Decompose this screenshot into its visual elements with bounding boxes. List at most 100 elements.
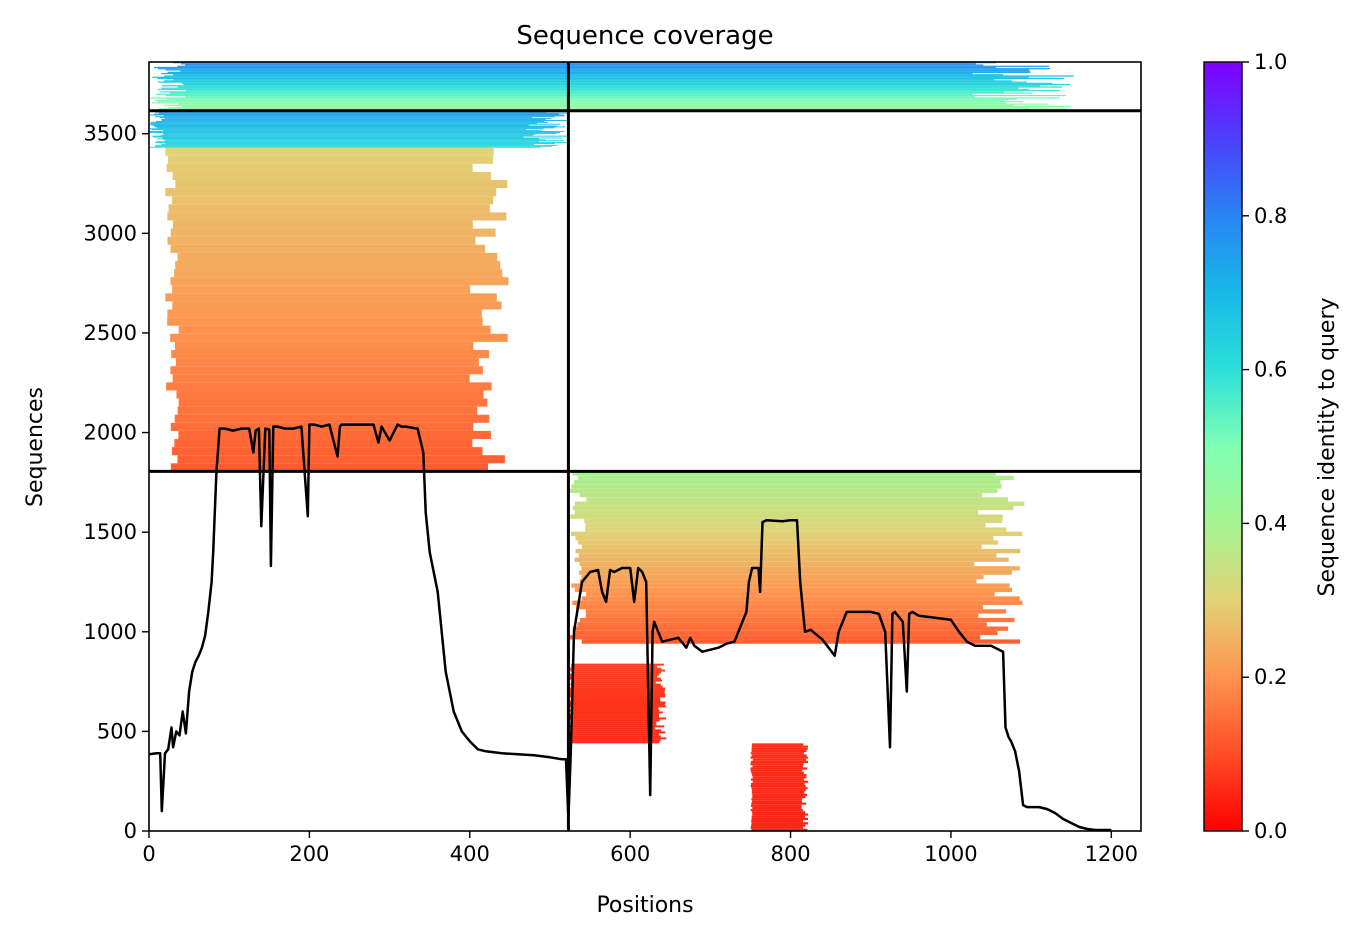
msa-row <box>175 260 501 270</box>
msa-row <box>578 553 997 558</box>
x-tick-label: 600 <box>610 842 650 866</box>
msa-row <box>751 782 805 785</box>
msa-row <box>750 767 808 770</box>
msa-row <box>572 711 663 714</box>
msa-row <box>570 669 665 672</box>
msa-row <box>151 124 529 126</box>
y-axis-ticks: 0 500 1000 1500 2000 2500 3000 3500 <box>84 122 149 843</box>
x-tick-label: 400 <box>450 842 490 866</box>
msa-row <box>751 778 804 781</box>
msa-row <box>571 583 1010 588</box>
y-tick-label: 2500 <box>84 321 137 345</box>
msa-row <box>170 244 486 253</box>
msa-row <box>579 570 1012 575</box>
msa-row <box>162 85 1040 87</box>
msa-row <box>165 143 555 144</box>
msa-row <box>150 121 549 123</box>
msa-row <box>174 414 490 423</box>
msa-row <box>571 729 662 732</box>
x-tick-label: 0 <box>142 842 155 866</box>
chain-boundaries <box>149 62 1141 831</box>
msa-row <box>172 220 473 229</box>
msa-row <box>575 604 983 610</box>
y-axis-label: Sequences <box>23 387 48 507</box>
msa-row <box>165 188 497 197</box>
msa-row <box>569 731 666 734</box>
msa-row <box>571 679 663 682</box>
msa-row <box>572 723 657 726</box>
msa-row <box>581 639 1021 644</box>
msa-row <box>751 798 803 801</box>
chart-title: Sequence coverage <box>516 21 773 51</box>
msa-row <box>150 114 565 116</box>
colorbar-label: Sequence identity to query <box>1315 297 1340 596</box>
msa-row <box>178 325 491 334</box>
msa-row <box>751 824 806 827</box>
msa-row <box>162 130 542 132</box>
msa-row <box>579 617 1015 623</box>
y-tick-label: 2000 <box>84 421 137 445</box>
msa-row <box>752 743 804 746</box>
msa-row <box>169 92 1033 94</box>
colorbar-tick-label: 0.8 <box>1254 204 1287 228</box>
msa-row <box>170 463 489 472</box>
msa-row <box>750 784 806 788</box>
msa-row <box>178 103 1048 105</box>
msa-row <box>185 64 984 66</box>
msa-row <box>570 683 661 686</box>
msa-row <box>752 795 806 799</box>
msa-row <box>154 126 566 128</box>
msa-row <box>570 673 660 676</box>
msa-row <box>569 488 998 493</box>
msa-row <box>170 228 496 237</box>
msa-row <box>574 510 979 515</box>
msa-row <box>585 527 1007 532</box>
x-axis-ticks: 0 200 400 600 800 1000 1200 <box>142 831 1138 866</box>
msa-row <box>570 737 667 740</box>
msa-row <box>568 709 660 712</box>
msa-row <box>571 665 658 668</box>
msa-row <box>161 87 1019 89</box>
msa-row <box>571 685 663 688</box>
msa-row <box>157 77 1065 80</box>
msa-row <box>579 561 975 567</box>
msa-row <box>157 68 1050 70</box>
msa-row <box>174 439 473 448</box>
msa-row <box>585 609 1007 614</box>
msa-row <box>752 793 808 796</box>
msa-row <box>155 116 555 118</box>
msa-row <box>177 406 478 415</box>
msa-row <box>569 691 665 694</box>
msa-row <box>178 398 488 407</box>
msa-row <box>149 131 565 133</box>
msa-row <box>586 497 1009 502</box>
msa-row <box>157 127 555 129</box>
msa-row <box>156 141 539 143</box>
msa-row <box>167 107 1030 109</box>
msa-row <box>572 505 1014 511</box>
msa-row <box>167 98 1017 100</box>
msa-row <box>578 540 999 545</box>
msa-row <box>173 79 995 81</box>
msa-row <box>161 143 534 145</box>
msa-row <box>572 600 1023 605</box>
msa-row <box>751 828 808 831</box>
msa-row <box>568 715 660 718</box>
msa-row <box>751 745 808 748</box>
msa-row <box>149 123 561 125</box>
msa-row <box>151 135 568 137</box>
msa-row <box>751 820 804 823</box>
msa-row <box>149 146 541 148</box>
msa-row <box>569 701 666 704</box>
msa-row <box>185 90 1061 92</box>
msa-row <box>165 94 1066 97</box>
msa-row <box>166 163 473 172</box>
msa-row <box>752 758 807 761</box>
msa-heatmap <box>149 62 1074 831</box>
msa-row <box>181 82 1053 84</box>
msa-row <box>172 171 491 181</box>
msa-row <box>159 112 567 114</box>
msa-row <box>164 118 552 120</box>
msa-row <box>165 140 564 142</box>
